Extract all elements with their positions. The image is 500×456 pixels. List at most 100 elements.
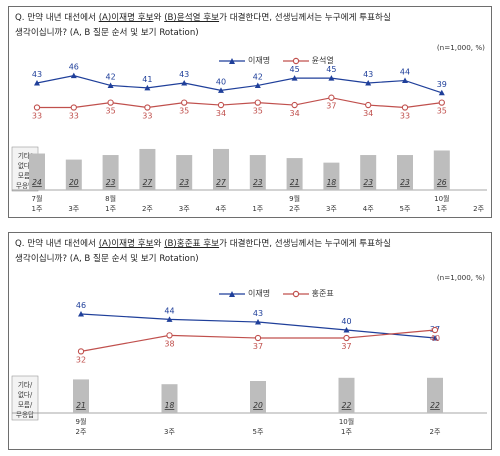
data-label: 33 — [142, 112, 152, 121]
other-bar-value: 23 — [106, 178, 116, 187]
week-label: 4주 — [216, 205, 227, 213]
month-label: 10월 — [339, 417, 354, 426]
month-label: 9월 — [76, 417, 87, 426]
month-label: 7월 — [32, 194, 43, 203]
data-point — [217, 101, 225, 109]
other-bar — [213, 148, 229, 190]
other-bar — [338, 377, 355, 413]
other-bar-value: 18 — [327, 178, 337, 187]
other-bar — [249, 155, 266, 190]
data-point — [328, 75, 335, 81]
other-bar — [323, 162, 340, 190]
legend-item-a: 이재명 — [219, 288, 270, 299]
data-point — [254, 334, 262, 342]
data-point — [77, 348, 85, 355]
other-label-line: 없다/ — [18, 161, 33, 170]
data-point — [402, 77, 408, 84]
other-bar — [102, 155, 119, 190]
data-label: 45 — [290, 65, 300, 74]
data-point — [438, 89, 445, 96]
data-point — [166, 316, 173, 322]
data-point — [254, 99, 261, 106]
data-point — [431, 326, 439, 334]
data-label: 44 — [400, 68, 410, 77]
other-bar-value: 22 — [342, 401, 352, 410]
other-label-line: 기타/ — [18, 380, 33, 389]
other-bar-value: 18 — [165, 401, 175, 410]
other-bar-value: 21 — [290, 178, 300, 187]
data-point — [34, 80, 40, 86]
data-point — [291, 75, 298, 81]
other-label-line: 무응답 — [16, 182, 34, 190]
week-label: 5주 — [400, 205, 411, 213]
triangle-line-icon — [219, 57, 245, 64]
week-label: 3주 — [179, 205, 190, 213]
data-label: 43 — [363, 70, 373, 79]
other-bar-value: 24 — [32, 178, 42, 187]
week-label: 1주 — [105, 205, 116, 213]
month-label: 10월 — [434, 194, 449, 203]
data-point — [166, 332, 173, 339]
data-point — [401, 104, 409, 111]
other-bar — [360, 155, 377, 190]
data-label: 46 — [76, 301, 86, 310]
week-label: 3주 — [164, 428, 175, 436]
sample-note: (n=1,000, %) — [436, 43, 485, 52]
other-bar-value: 26 — [437, 178, 447, 187]
other-bar — [176, 155, 193, 190]
data-point — [254, 82, 261, 88]
data-label: 43 — [179, 70, 189, 79]
month-label: 9월 — [289, 194, 300, 203]
data-point — [70, 72, 77, 79]
data-point — [107, 82, 114, 88]
data-point — [343, 334, 350, 342]
data-point — [328, 94, 335, 101]
week-label: 1주 — [32, 205, 43, 213]
triangle-line-icon — [219, 290, 245, 297]
data-point — [432, 335, 438, 341]
data-label: 33 — [32, 112, 42, 121]
data-point — [343, 327, 350, 333]
other-bar-value: 27 — [216, 178, 226, 187]
other-label-line: 모름/ — [18, 401, 33, 409]
data-point — [107, 99, 114, 106]
data-point — [70, 104, 77, 111]
data-point — [33, 104, 41, 111]
data-label: 33 — [400, 112, 410, 121]
data-point — [438, 99, 445, 106]
chart-lee-vs-hong: 기타/없다/모름/무응답 21 18 20 22 22 9월 2주 3주 5주 10월 1주 2주 46 4… — [11, 301, 487, 436]
other-bar — [73, 379, 89, 413]
data-label: 46 — [69, 63, 79, 72]
other-bar — [397, 155, 413, 190]
data-label: 34 — [290, 109, 300, 118]
data-label: 44 — [164, 306, 174, 315]
legend-item-b: 윤석열 — [282, 55, 334, 66]
data-label: 33 — [69, 112, 79, 121]
other-bar — [65, 159, 82, 190]
data-label: 43 — [253, 309, 263, 318]
week-label: 4주 — [363, 205, 374, 213]
week-label: 3주 — [326, 205, 337, 213]
data-label: 32 — [76, 355, 86, 364]
other-bar — [433, 150, 450, 190]
other-bar-value: 27 — [143, 178, 153, 187]
week-label: 2주 — [76, 428, 87, 436]
data-label: 35 — [179, 107, 189, 116]
legend: 이재명 홍준표 — [219, 288, 344, 300]
other-label-line: 없다/ — [18, 390, 33, 399]
other-bar-value: 20 — [69, 178, 79, 187]
legend-item-b: 홍준표 — [282, 288, 334, 299]
data-label: 40 — [430, 334, 440, 343]
data-label: 38 — [164, 339, 174, 348]
data-point — [78, 311, 84, 317]
data-label: 43 — [32, 70, 42, 79]
other-bar-value: 23 — [400, 178, 410, 187]
data-label: 37 — [253, 342, 263, 351]
data-point — [365, 80, 372, 86]
other-label-line: 기타/ — [18, 151, 33, 160]
series-line-b — [37, 97, 442, 109]
week-label: 2주 — [142, 205, 153, 213]
data-label: 35 — [437, 107, 447, 116]
data-label: 39 — [437, 80, 447, 89]
